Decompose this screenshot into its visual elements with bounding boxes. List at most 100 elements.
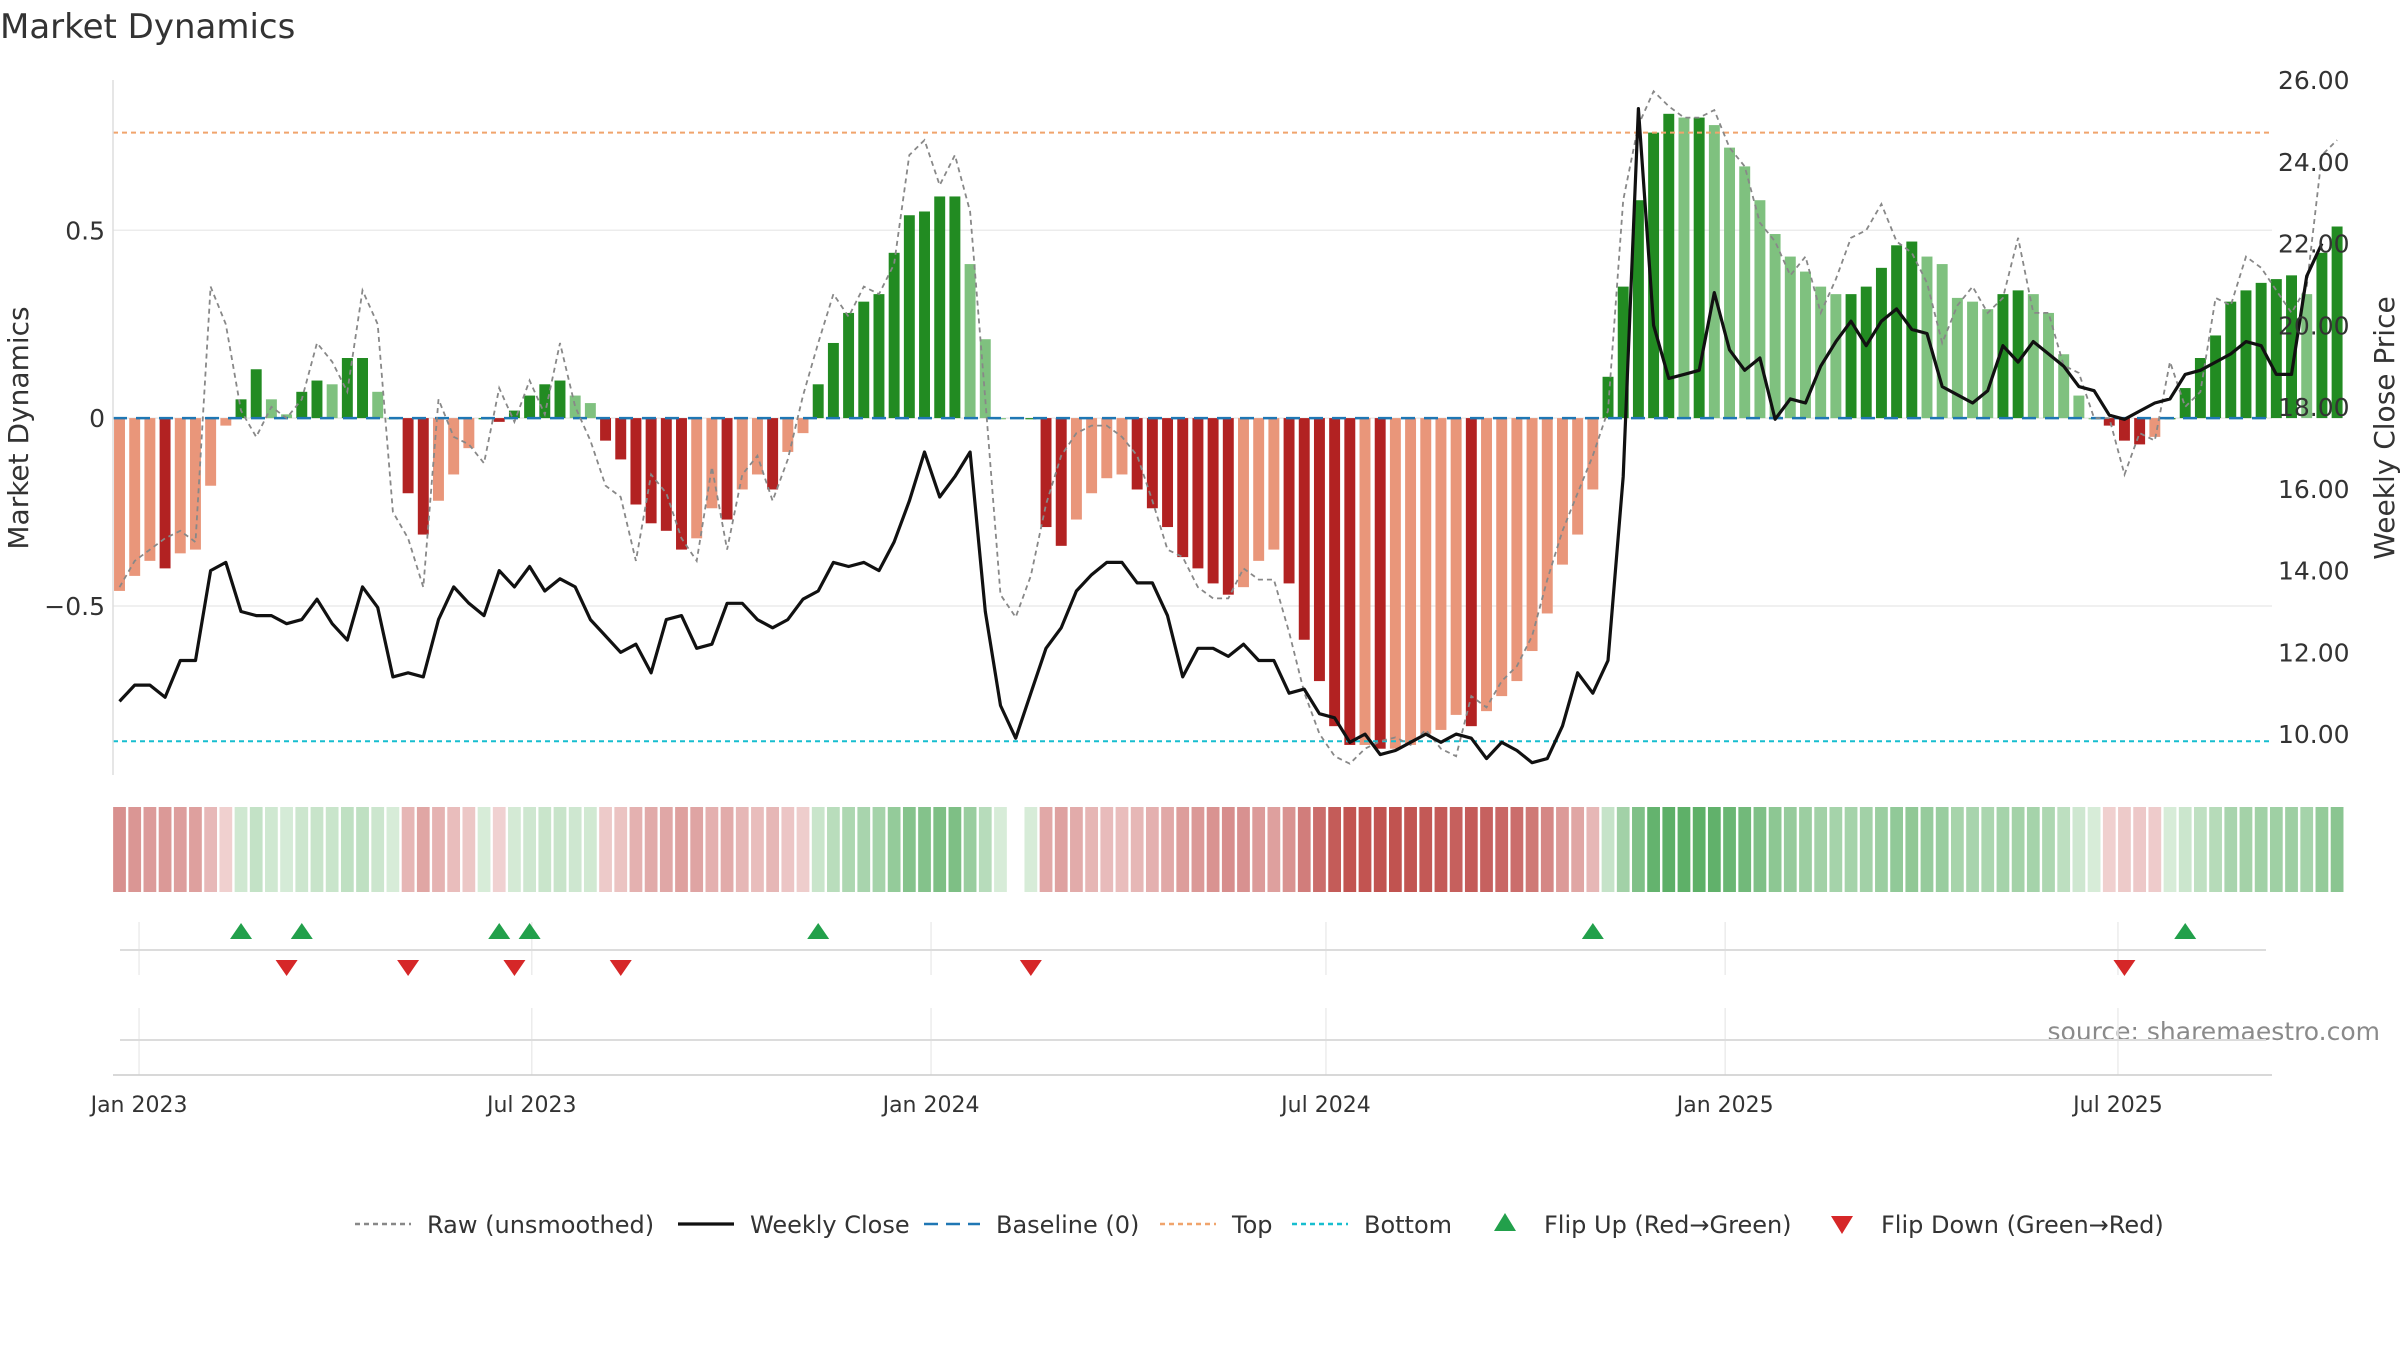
dynamics-bar <box>524 395 536 419</box>
state-strip-cell <box>1935 807 1949 892</box>
state-strip-cell <box>173 807 187 892</box>
legend-label: Weekly Close <box>750 1211 910 1239</box>
state-strip-cell <box>614 807 628 892</box>
dynamics-bar <box>2073 395 2085 419</box>
state-strip-cell <box>1844 807 1858 892</box>
dynamics-bar <box>600 418 612 441</box>
state-strip-cell <box>1115 807 1129 892</box>
dynamics-bar <box>660 418 672 531</box>
legend-label: Bottom <box>1364 1211 1452 1239</box>
flip-up-marker <box>488 923 511 939</box>
lines-layer <box>113 89 2338 765</box>
state-strip-cell <box>1890 807 1903 892</box>
state-strip-cell <box>492 807 506 892</box>
state-strip-cell <box>1343 807 1357 892</box>
state-strip-cell <box>583 807 597 892</box>
state-strip-cell <box>1647 807 1660 892</box>
state-strip-cell <box>1662 807 1676 892</box>
dynamics-bar <box>630 418 642 505</box>
dynamics-bar <box>2043 312 2054 419</box>
axes-layer: 0.5 0 −0.5 10.00 12.00 14.00 16.00 18.00 20.00 22… <box>44 66 2350 775</box>
state-strip-cell <box>720 807 734 892</box>
dynamics-bar <box>903 215 915 419</box>
state-strip-cell <box>1373 807 1387 892</box>
dynamics-bar <box>1481 418 1492 712</box>
flip-up-marker <box>290 923 313 939</box>
dynamics-bar <box>2225 301 2237 419</box>
state-strip-cell <box>1480 807 1493 892</box>
state-strip-cell <box>1753 807 1767 892</box>
dynamics-bar <box>1040 418 1052 528</box>
state-strip-cell <box>994 807 1007 892</box>
dynamics-bar <box>539 384 551 419</box>
legend-label: Raw (unsmoothed) <box>427 1211 654 1239</box>
state-strip-cell <box>1738 807 1752 892</box>
state-strip-cell <box>568 807 582 892</box>
state-strip-cell <box>902 807 916 892</box>
state-strip-cell <box>1282 807 1296 892</box>
y2-tick-label: 26.00 <box>2278 66 2350 95</box>
state-strip-cell <box>629 807 643 892</box>
state-strip-cell <box>1783 807 1797 892</box>
dynamics-bar <box>250 369 262 419</box>
dynamics-bar <box>2179 388 2191 419</box>
state-strip-cell <box>1677 807 1691 892</box>
dynamics-bar <box>2012 290 2024 419</box>
dynamics-bar <box>508 410 520 419</box>
state-strip-cell <box>1389 807 1402 892</box>
state-strip-cell <box>659 807 673 892</box>
dynamics-bar <box>2210 335 2222 419</box>
state-strip-cell <box>416 807 430 892</box>
state-strip-cell <box>2102 807 2116 892</box>
dynamics-bar <box>1177 418 1189 558</box>
dynamics-bar <box>1951 297 1963 419</box>
dynamics-bar <box>433 418 444 501</box>
dynamics-bar <box>1389 418 1401 749</box>
state-strip-cell <box>143 807 157 892</box>
raw-unsmoothed-line <box>118 89 2338 765</box>
state-strip-cell <box>340 807 354 892</box>
dynamics-bar <box>645 418 657 524</box>
flip-up-marker <box>807 923 830 939</box>
state-strip-cell <box>1130 807 1144 892</box>
dynamics-bar <box>2255 282 2267 419</box>
state-strip-cell <box>1313 807 1326 892</box>
dynamics-bar <box>2286 275 2297 419</box>
state-strip-cell <box>2072 807 2086 892</box>
state-strip-cell <box>1267 807 1281 892</box>
dynamics-bar <box>1162 418 1174 528</box>
dynamics-bar <box>2027 294 2039 419</box>
state-strip-cell <box>1464 807 1478 892</box>
state-strip-cell <box>1434 807 1448 892</box>
state-strip-cell <box>1206 807 1220 892</box>
state-strip-cell <box>1799 807 1812 892</box>
dynamics-bar <box>114 418 125 591</box>
state-strip <box>113 807 2344 892</box>
state-strip-cell <box>2300 807 2314 892</box>
state-strip-cell <box>2269 807 2283 892</box>
state-strip-cell <box>1495 807 1509 892</box>
dynamics-bar <box>736 418 748 490</box>
dynamics-bar <box>797 418 809 434</box>
dynamics-bar <box>1982 309 1994 419</box>
state-strip-cell <box>1191 807 1205 892</box>
state-strip-cell <box>1404 807 1417 892</box>
source-note: source: sharemaestro.com <box>2048 1017 2381 1046</box>
dynamics-bar <box>1769 234 1781 419</box>
state-strip-cell <box>189 807 202 892</box>
state-strip-cell <box>234 807 248 892</box>
state-strip-cell <box>1510 807 1524 892</box>
dynamics-bar <box>1055 418 1067 546</box>
state-strip-cell <box>356 807 369 892</box>
dynamics-bar <box>1556 418 1568 565</box>
state-strip-cell <box>1419 807 1433 892</box>
dynamics-bar <box>1693 117 1705 419</box>
state-strip-cell <box>1358 807 1372 892</box>
dynamics-bar <box>2103 418 2115 426</box>
state-strip-cell <box>1768 807 1782 892</box>
state-strip-cell <box>1449 807 1463 892</box>
state-strip-cell <box>2224 807 2238 892</box>
dynamics-bar <box>1450 418 1462 715</box>
flip-down-marker <box>397 960 420 976</box>
dynamics-bar <box>554 380 566 419</box>
